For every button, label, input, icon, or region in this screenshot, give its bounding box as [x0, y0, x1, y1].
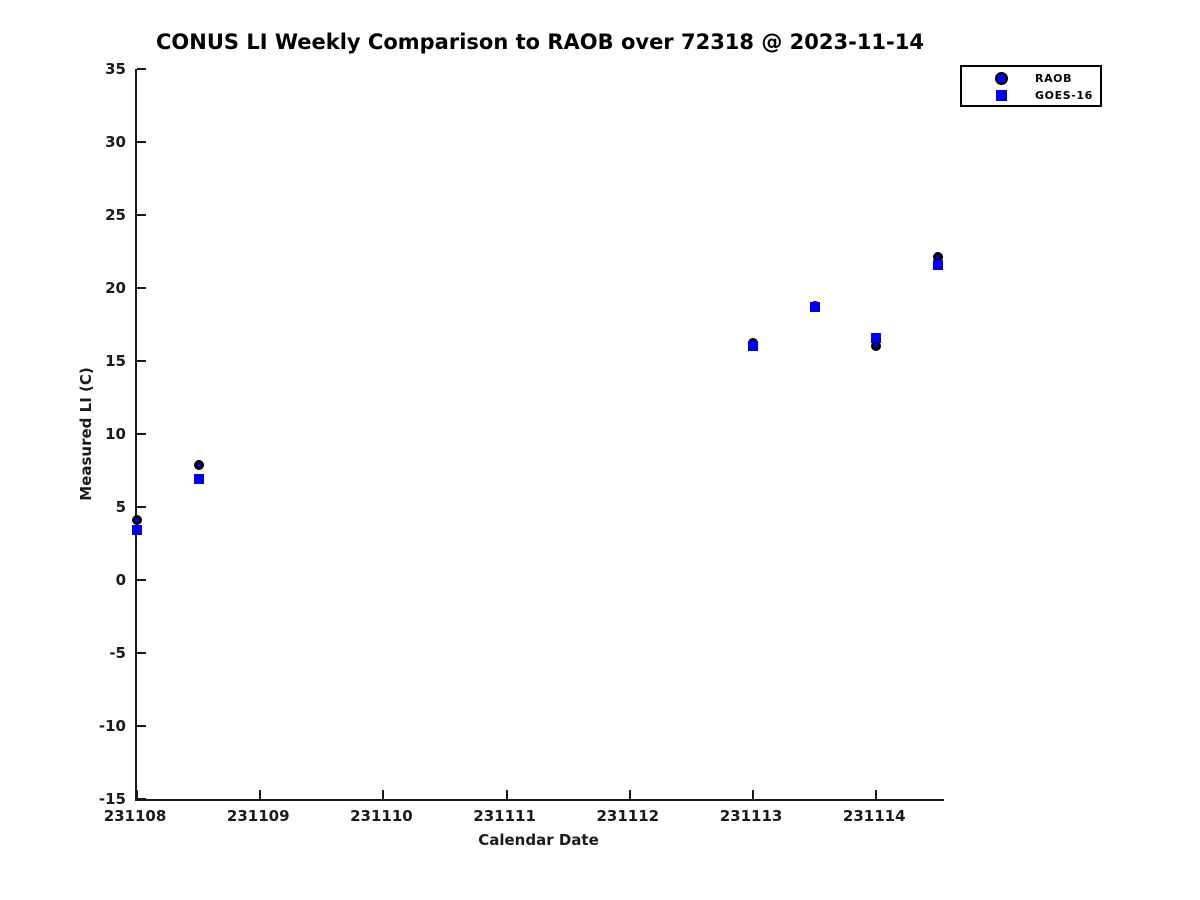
data-point-goes-16 [132, 525, 142, 536]
y-tick-label: 15 [105, 352, 126, 370]
legend-label-goes16: GOES-16 [1035, 89, 1093, 102]
legend-item-raob: RAOB [962, 70, 1100, 87]
y-tick-label: -10 [98, 717, 126, 735]
data-point-goes-16 [193, 474, 204, 485]
legend: RAOB GOES-16 [960, 65, 1102, 107]
y-axis-tick [137, 141, 146, 143]
y-tick-label: 30 [105, 133, 126, 151]
x-axis-label: Calendar Date [478, 831, 599, 849]
y-axis-tick [137, 68, 146, 70]
y-tick-label: 0 [115, 571, 126, 589]
x-axis-tick [628, 790, 631, 799]
y-axis-tick [137, 287, 146, 289]
y-axis-tick [137, 360, 146, 362]
y-tick-label: 25 [105, 206, 126, 224]
data-point-goes-16 [871, 332, 882, 343]
y-axis-tick [137, 579, 146, 581]
x-tick-label: 231114 [842, 807, 906, 825]
x-axis-tick [752, 790, 755, 799]
data-point-goes-16 [748, 341, 759, 352]
x-axis-tick [259, 790, 262, 799]
legend-label-raob: RAOB [1035, 72, 1073, 85]
y-axis-tick [137, 433, 146, 435]
goes16-square-marker-icon [994, 89, 1008, 103]
data-point-goes-16 [809, 301, 820, 312]
raob-circle-marker-icon [994, 72, 1008, 86]
data-point-raob [871, 341, 882, 352]
y-axis-label: Measured LI (C) [77, 367, 95, 501]
chart-title: CONUS LI Weekly Comparison to RAOB over … [156, 30, 924, 54]
x-tick-label: 231112 [596, 807, 660, 825]
y-axis-tick [137, 725, 146, 727]
data-point-goes-16 [932, 259, 943, 270]
y-axis-tick [137, 798, 146, 800]
y-axis-tick [137, 652, 146, 654]
y-axis-tick [137, 506, 146, 508]
y-tick-label: -5 [109, 644, 126, 662]
x-axis-tick [136, 790, 138, 799]
y-tick-label: 35 [105, 60, 126, 78]
x-axis-tick [875, 790, 878, 799]
y-tick-label: 20 [105, 279, 126, 297]
y-tick-label: 10 [105, 425, 126, 443]
y-tick-label: 5 [115, 498, 126, 516]
x-tick-label: 231111 [473, 807, 536, 825]
data-point-raob [132, 515, 142, 526]
data-point-raob [193, 459, 204, 470]
x-tick-label: 231113 [719, 807, 783, 825]
plot-area [132, 68, 944, 801]
y-axis-tick [137, 214, 146, 216]
x-tick-label: 231108 [103, 807, 167, 825]
legend-item-goes16: GOES-16 [962, 87, 1100, 104]
x-tick-label: 231110 [350, 807, 413, 825]
x-axis-tick [382, 790, 385, 799]
x-tick-label: 231109 [226, 807, 290, 825]
y-tick-label: -15 [98, 790, 126, 808]
x-axis-tick [505, 790, 508, 799]
